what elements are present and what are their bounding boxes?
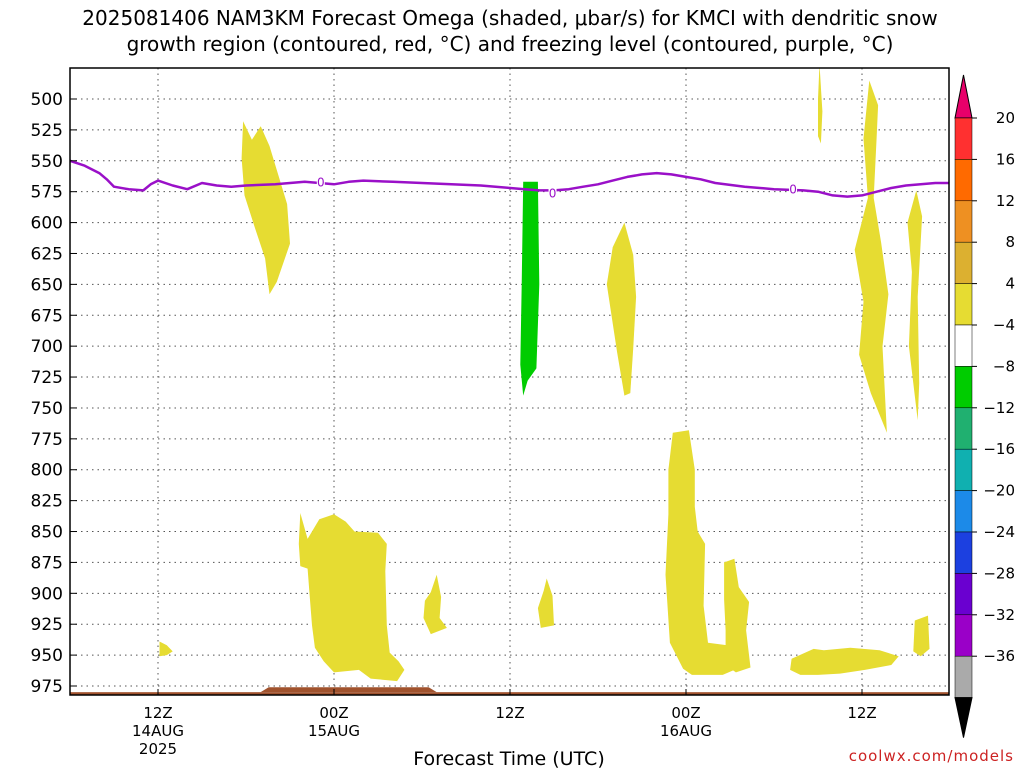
gridlines: [70, 68, 949, 695]
colorbar-label: 8: [1005, 233, 1015, 251]
y-tick-label: 650: [31, 275, 63, 295]
omega-region-positive: [241, 121, 290, 295]
y-tick-label: 525: [31, 121, 63, 141]
omega-region-positive: [606, 222, 637, 396]
y-tick-label: 900: [31, 584, 63, 604]
omega-region-positive: [298, 513, 405, 682]
y-tick-label: 875: [31, 553, 63, 573]
colorbar-bottom-arrow: [954, 697, 973, 738]
colorbar-label: −36: [983, 647, 1015, 665]
contour-label-bg: [548, 186, 557, 199]
x-axis-title: Forecast Time (UTC): [413, 748, 604, 768]
contour-label-bg: [789, 183, 798, 196]
omega-region-positive: [423, 574, 447, 635]
y-tick-label: 850: [31, 523, 63, 543]
y-tick-label: 925: [31, 615, 63, 635]
colorbar-swatch: [954, 241, 973, 284]
colorbar-label: 4: [1005, 275, 1015, 293]
omega-region-positive: [724, 558, 751, 673]
chart-title-line-1: 2025081406 NAM3KM Forecast Omega (shaded…: [82, 6, 937, 30]
colorbar-swatch: [954, 324, 973, 367]
colorbar-swatch: [954, 366, 973, 409]
y-tick-label: 675: [31, 306, 63, 326]
colorbar-swatch: [954, 117, 973, 160]
omega-region-positive: [854, 80, 889, 433]
omega-region-negative: [520, 181, 540, 396]
chart-title-line-2: growth region (contoured, red, °C) and f…: [127, 32, 894, 56]
x-tick-label: 12Z: [143, 704, 172, 722]
colorbar: 20 16 12 8 4 −4 −8 −12 −16 −20 −24 −28 −32 −36: [954, 74, 1015, 738]
y-tick-label: 950: [31, 646, 63, 666]
y-tick-label: 550: [31, 152, 63, 172]
plot-area: 0 0 0 500 525 550 575 600 625 650 675 700 725 750 775…: [31, 67, 950, 758]
omega-region-positive: [790, 647, 899, 675]
y-tick-label: 775: [31, 430, 63, 450]
y-tick-label: 750: [31, 399, 63, 419]
colorbar-swatch: [954, 614, 973, 657]
colorbar-swatch: [954, 448, 973, 491]
x-tick-label: 12Z: [847, 704, 876, 722]
colorbar-swatch: [954, 159, 973, 202]
contour-label-bg: [316, 175, 325, 188]
colorbar-label: 12: [996, 192, 1015, 210]
y-tick-label: 825: [31, 492, 63, 512]
colorbar-label: −4: [993, 316, 1015, 334]
colorbar-top-arrow: [954, 74, 973, 119]
y-tick-label: 975: [31, 677, 63, 697]
freezing-contour-label: 0: [317, 175, 325, 189]
x-tick-label: 16AUG: [660, 722, 712, 740]
colorbar-swatch: [954, 573, 973, 616]
y-tick-label: 700: [31, 337, 63, 357]
colorbar-swatch: [954, 490, 973, 533]
y-tick-label: 600: [31, 214, 63, 234]
credit-text: coolwx.com/models: [849, 747, 1014, 765]
colorbar-label: −24: [983, 523, 1015, 541]
freezing-contour-label: 0: [549, 186, 557, 200]
omega-shaded-regions: [159, 68, 930, 682]
freezing-contour-label: 0: [789, 183, 797, 197]
y-tick-label: 575: [31, 183, 63, 203]
colorbar-swatch: [954, 655, 973, 698]
omega-region-positive: [818, 68, 823, 144]
colorbar-label: −16: [983, 440, 1015, 458]
x-tick-label: 00Z: [671, 704, 700, 722]
ground-bump: [260, 687, 437, 693]
colorbar-label: 16: [996, 150, 1015, 168]
x-tick-label: 2025: [139, 740, 177, 758]
y-tick-label: 500: [31, 90, 63, 110]
colorbar-swatch: [954, 283, 973, 326]
colorbar-label: −28: [983, 564, 1015, 582]
x-tick-label: 00Z: [319, 704, 348, 722]
colorbar-label: −8: [993, 357, 1015, 375]
omega-region-positive: [665, 430, 735, 675]
omega-region-positive: [913, 615, 930, 657]
freezing-level-line: [70, 159, 949, 198]
omega-region-positive: [159, 641, 173, 657]
colorbar-label: −32: [983, 606, 1015, 624]
freezing-level-contour: 0 0 0: [70, 159, 949, 200]
x-tick-label: 12Z: [495, 704, 524, 722]
colorbar-swatch: [954, 200, 973, 243]
colorbar-swatch: [954, 407, 973, 450]
x-tick-label: 14AUG: [132, 722, 184, 740]
colorbar-label: 20: [996, 109, 1015, 127]
colorbar-label: −12: [983, 399, 1015, 417]
omega-region-positive: [907, 190, 923, 421]
colorbar-swatch: [954, 531, 973, 574]
colorbar-label: −20: [983, 482, 1015, 500]
y-axis-ticks: 500 525 550 575 600 625 650 675 700 725 750 775 800 8…: [31, 90, 77, 697]
y-tick-label: 625: [31, 244, 63, 264]
y-tick-label: 725: [31, 368, 63, 388]
y-tick-label: 800: [31, 461, 63, 481]
omega-region-positive: [537, 578, 554, 628]
x-tick-label: 15AUG: [308, 722, 360, 740]
